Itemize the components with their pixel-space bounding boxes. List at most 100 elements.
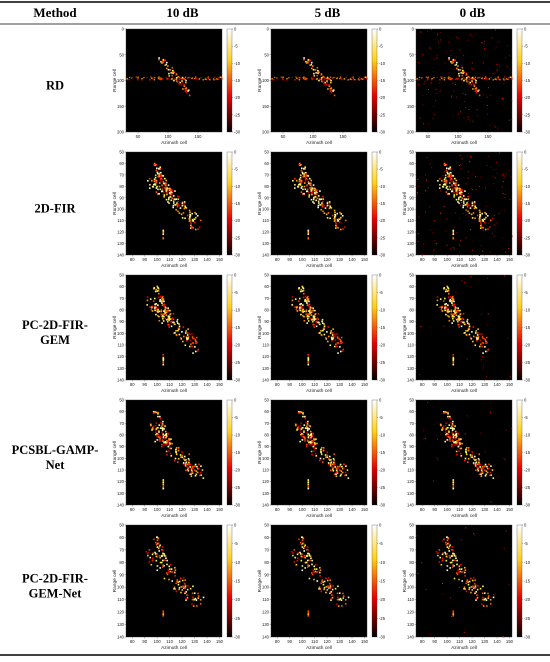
x-tick-label: 120 xyxy=(324,382,332,387)
image-pixel xyxy=(346,469,349,471)
image-pixel xyxy=(459,313,461,316)
image-pixel xyxy=(189,463,192,466)
image-pixel xyxy=(471,454,474,457)
clutter-pixel xyxy=(492,79,494,81)
image-pixel xyxy=(477,458,480,460)
colorbar-tick-label: -30 xyxy=(379,130,386,135)
image-pixel xyxy=(329,206,332,209)
image-pixel xyxy=(451,555,453,558)
image-pixel xyxy=(299,290,302,293)
noise-pixel xyxy=(456,431,458,433)
clutter-pixel xyxy=(427,76,429,78)
y-tick-label: 120 xyxy=(407,479,415,484)
image-pixel xyxy=(196,471,199,474)
image-pixel xyxy=(168,189,171,192)
x-tick-label: 90 xyxy=(287,639,292,644)
image-pixel xyxy=(192,605,195,607)
image-pixel xyxy=(154,411,156,413)
image-pixel xyxy=(461,71,464,74)
image-pixel xyxy=(336,218,339,221)
noise-pixel xyxy=(436,457,438,459)
clutter-pixel xyxy=(433,77,435,79)
image-pixel xyxy=(164,309,166,312)
y-tick-label: 130 xyxy=(407,491,415,496)
image-pixel xyxy=(483,469,486,471)
noise-pixel xyxy=(425,179,427,181)
image-pixel xyxy=(473,463,475,465)
image-pixel xyxy=(458,189,461,192)
y-axis-label: Range cell xyxy=(112,69,118,92)
image-pixel xyxy=(453,194,456,196)
image-pixel xyxy=(161,554,164,557)
clutter-pixel xyxy=(470,78,473,80)
y-tick-label: 60 xyxy=(409,161,414,166)
clutter-pixel xyxy=(205,77,207,79)
clutter-pixel xyxy=(418,76,421,79)
image-pixel xyxy=(456,453,458,456)
x-tick-label: 100 xyxy=(444,257,452,262)
method-name: Net xyxy=(46,458,66,472)
image-pixel xyxy=(441,553,444,556)
clutter-pixel xyxy=(509,76,511,78)
y-tick-label: 200 xyxy=(117,130,125,135)
image-pixel xyxy=(447,188,449,191)
noise-pixel xyxy=(447,162,449,164)
image-pixel xyxy=(322,198,325,200)
image-pixel xyxy=(304,556,307,559)
image-pixel xyxy=(186,466,188,468)
image-pixel xyxy=(322,195,324,198)
image-pixel xyxy=(462,206,464,209)
image-pixel xyxy=(307,485,310,487)
noise-pixel xyxy=(485,206,487,208)
image-pixel xyxy=(176,318,179,321)
image-pixel xyxy=(447,296,450,299)
image-pixel xyxy=(476,596,479,599)
clutter-pixel xyxy=(194,76,197,78)
image-pixel xyxy=(470,586,473,588)
image-pixel xyxy=(185,91,188,94)
clutter-pixel xyxy=(297,77,299,79)
image-pixel xyxy=(145,550,148,553)
image-pixel xyxy=(187,463,190,466)
image-pixel xyxy=(307,181,310,183)
image-pixel xyxy=(347,596,350,599)
x-tick-label: 90 xyxy=(142,382,147,387)
image-pixel xyxy=(454,555,457,557)
image-pixel xyxy=(471,456,474,459)
clutter-pixel xyxy=(349,78,351,80)
image-pixel xyxy=(327,585,330,587)
x-tick-label: 150 xyxy=(506,639,514,644)
image-pixel xyxy=(460,325,463,328)
image-pixel xyxy=(190,224,192,227)
image-pixel xyxy=(443,287,446,289)
clutter-pixel xyxy=(209,79,211,81)
image-pixel xyxy=(169,187,171,190)
y-tick-label: 60 xyxy=(409,284,414,289)
image-pixel xyxy=(183,458,185,460)
image-pixel xyxy=(450,445,453,448)
image-pixel xyxy=(468,325,471,328)
image-pixel xyxy=(312,432,314,435)
image-pixel xyxy=(157,175,159,178)
image-pixel xyxy=(197,467,200,470)
image-pixel xyxy=(319,190,321,192)
image-pixel xyxy=(167,68,170,71)
radar-panel: 80 90 100 110 120 130 140 150506070809010011012… xyxy=(112,398,241,520)
x-tick-label: 80 xyxy=(130,639,135,644)
clutter-pixel xyxy=(461,79,464,81)
clutter-pixel xyxy=(450,79,452,81)
method-name: PC-2D-FIR- xyxy=(22,572,88,586)
colorbar-tick-label: -5 xyxy=(234,167,238,172)
image-pixel xyxy=(171,66,174,69)
image-pixel xyxy=(317,202,320,204)
colorbar-tick-label: -15 xyxy=(524,325,531,330)
x-axis-label: Azimuth cell xyxy=(451,263,477,269)
image-pixel xyxy=(485,470,488,473)
noise-pixel xyxy=(446,51,448,53)
image-pixel xyxy=(313,578,315,581)
noise-pixel xyxy=(464,282,466,284)
image-pixel xyxy=(455,192,458,195)
image-pixel xyxy=(181,456,184,459)
image-pixel xyxy=(314,570,317,573)
noise-pixel xyxy=(424,211,426,213)
